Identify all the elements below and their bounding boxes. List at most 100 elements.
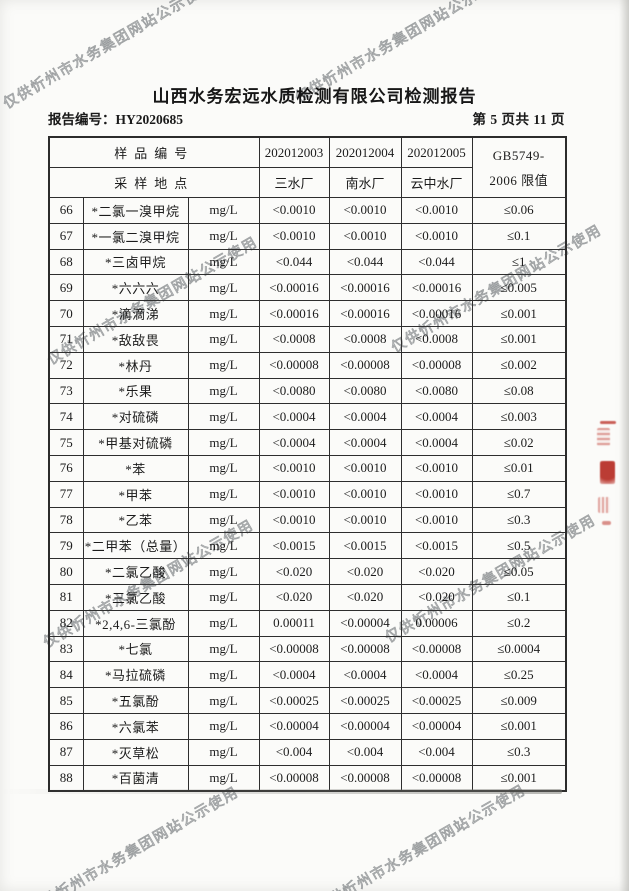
row-number-cell: 84 <box>48 661 84 689</box>
unit-cell: mg/L <box>187 480 260 508</box>
parameter-name-cell: *2,4,6-三氯酚 <box>82 609 189 637</box>
value-cell-plant2: <0.00004 <box>328 609 402 637</box>
table-row: 73 *乐果 mg/L <0.0080 <0.0080 <0.0080 ≤0.0… <box>48 377 567 405</box>
row-number-cell: 77 <box>48 480 84 508</box>
parameter-name-cell: *苯 <box>82 454 189 482</box>
parameter-name-cell: *五氯酚 <box>82 687 189 714</box>
limit-cell: ≤0.05 <box>471 558 567 585</box>
limit-standard-cell: GB5749- 2006 限值 <box>471 136 567 198</box>
value-cell-plant2: <0.0010 <box>328 222 402 250</box>
results-table-header: 样品编号 202012003 202012004 202012005 GB574… <box>48 136 567 198</box>
table-row: 82 *2,4,6-三氯酚 mg/L 0.00011 <0.00004 0.00… <box>48 609 567 637</box>
limit-cell: ≤0.5 <box>471 532 567 560</box>
value-cell-plant2: <0.0080 <box>328 377 402 405</box>
unit-cell: mg/L <box>187 712 260 740</box>
value-cell-plant2: <0.0004 <box>328 429 402 456</box>
value-cell-plant2: <0.00025 <box>328 687 402 714</box>
limit-cell: ≤0.2 <box>471 609 567 637</box>
parameter-name-cell: *二氯一溴甲烷 <box>82 197 189 224</box>
parameter-name-cell: *滴滴涕 <box>82 300 189 327</box>
results-table: 样品编号 202012003 202012004 202012005 GB574… <box>48 136 567 792</box>
unit-cell: mg/L <box>187 506 260 534</box>
row-number-cell: 78 <box>48 506 84 534</box>
table-row: 77 *甲苯 mg/L <0.0010 <0.0010 <0.0010 ≤0.7 <box>48 480 567 508</box>
parameter-name-cell: *七氯 <box>82 635 189 663</box>
value-cell-plant1: <0.004 <box>258 738 330 766</box>
value-cell-plant3: <0.004 <box>400 738 473 766</box>
parameter-name-cell: *敌敌畏 <box>82 325 189 353</box>
value-cell-plant2: <0.0004 <box>328 661 402 689</box>
sampling-site-cell: 南水厂 <box>328 167 402 198</box>
table-row: 70 *滴滴涕 mg/L <0.00016 <0.00016 <0.00016 … <box>48 300 567 327</box>
watermark-text: 仅供忻州市水务集团网站公示使用 <box>25 784 242 891</box>
value-cell-plant3: <0.00016 <box>400 300 473 327</box>
value-cell-plant2: <0.020 <box>328 583 402 611</box>
value-cell-plant3: <0.0015 <box>400 532 473 560</box>
value-cell-plant3: 0.00006 <box>400 609 473 637</box>
value-cell-plant1: <0.020 <box>258 558 330 585</box>
limit-cell: ≤0.0004 <box>471 635 567 663</box>
unit-cell: mg/L <box>187 558 260 585</box>
limit-cell: ≤0.001 <box>471 325 567 353</box>
limit-cell: ≤0.01 <box>471 454 567 482</box>
limit-cell: ≤0.001 <box>471 712 567 740</box>
parameter-name-cell: *甲苯 <box>82 480 189 508</box>
value-cell-plant3: <0.0004 <box>400 403 473 431</box>
table-row: 87 *灭草松 mg/L <0.004 <0.004 <0.004 ≤0.3 <box>48 738 567 766</box>
limit-cell: ≤0.06 <box>471 197 567 224</box>
limit-cell: ≤0.001 <box>471 764 567 792</box>
sample-id-label-cell: 样品编号 <box>48 136 260 168</box>
value-cell-plant1: <0.00016 <box>258 300 330 327</box>
row-number-cell: 82 <box>48 609 84 637</box>
value-cell-plant1: <0.00016 <box>258 274 330 302</box>
table-row: 85 *五氯酚 mg/L <0.00025 <0.00025 <0.00025 … <box>48 687 567 714</box>
value-cell-plant2: <0.0010 <box>328 454 402 482</box>
parameter-name-cell: *林丹 <box>82 351 189 379</box>
row-number-cell: 80 <box>48 558 84 585</box>
value-cell-plant2: <0.00016 <box>328 300 402 327</box>
row-number-cell: 70 <box>48 300 84 327</box>
value-cell-plant1: <0.044 <box>258 248 330 276</box>
value-cell-plant1: <0.0015 <box>258 532 330 560</box>
row-number-cell: 73 <box>48 377 84 405</box>
parameter-name-cell: *三氯乙酸 <box>82 583 189 611</box>
row-number-cell: 83 <box>48 635 84 663</box>
value-cell-plant1: <0.00025 <box>258 687 330 714</box>
watermark-text: 仅供忻州市水务集团网站公示使用 <box>312 782 529 891</box>
value-cell-plant3: <0.00016 <box>400 274 473 302</box>
limit-cell: ≤1 <box>471 248 567 276</box>
report-number: 报告编号：HY2020685 <box>48 112 183 127</box>
sample-id-cell: 202012005 <box>400 136 473 168</box>
unit-cell: mg/L <box>187 429 260 456</box>
limit-cell: ≤0.005 <box>471 274 567 302</box>
parameter-name-cell: *百菌清 <box>82 764 189 792</box>
table-row: 81 *三氯乙酸 mg/L <0.020 <0.020 <0.020 ≤0.1 <box>48 583 567 611</box>
results-table-body: 66 *二氯一溴甲烷 mg/L <0.0010 <0.0010 <0.0010 … <box>48 197 567 792</box>
unit-cell: mg/L <box>187 403 260 431</box>
value-cell-plant1: <0.0004 <box>258 403 330 431</box>
table-row: 67 *一氯二溴甲烷 mg/L <0.0010 <0.0010 <0.0010 … <box>48 222 567 250</box>
value-cell-plant1: <0.0080 <box>258 377 330 405</box>
value-cell-plant3: <0.020 <box>400 583 473 611</box>
unit-cell: mg/L <box>187 197 260 224</box>
table-row: 78 *乙苯 mg/L <0.0010 <0.0010 <0.0010 ≤0.3 <box>48 506 567 534</box>
unit-cell: mg/L <box>187 222 260 250</box>
value-cell-plant3: <0.0010 <box>400 454 473 482</box>
limit-cell: ≤0.001 <box>471 300 567 327</box>
value-cell-plant2: <0.00008 <box>328 764 402 792</box>
parameter-name-cell: *乐果 <box>82 377 189 405</box>
value-cell-plant3: <0.0008 <box>400 325 473 353</box>
unit-cell: mg/L <box>187 738 260 766</box>
value-cell-plant3: <0.0010 <box>400 197 473 224</box>
table-row: 80 *二氯乙酸 mg/L <0.020 <0.020 <0.020 ≤0.05 <box>48 558 567 585</box>
unit-cell: mg/L <box>187 300 260 327</box>
value-cell-plant3: <0.00008 <box>400 351 473 379</box>
limit-cell: ≤0.3 <box>471 738 567 766</box>
page-indicator: 第 5 页共 11 页 <box>472 112 565 127</box>
unit-cell: mg/L <box>187 532 260 560</box>
scan-edge-shading <box>619 0 629 891</box>
value-cell-plant1: <0.0004 <box>258 429 330 456</box>
value-cell-plant3: <0.00025 <box>400 687 473 714</box>
limit-standard-line2: 2006 限值 <box>489 172 549 188</box>
parameter-name-cell: *三卤甲烷 <box>82 248 189 276</box>
